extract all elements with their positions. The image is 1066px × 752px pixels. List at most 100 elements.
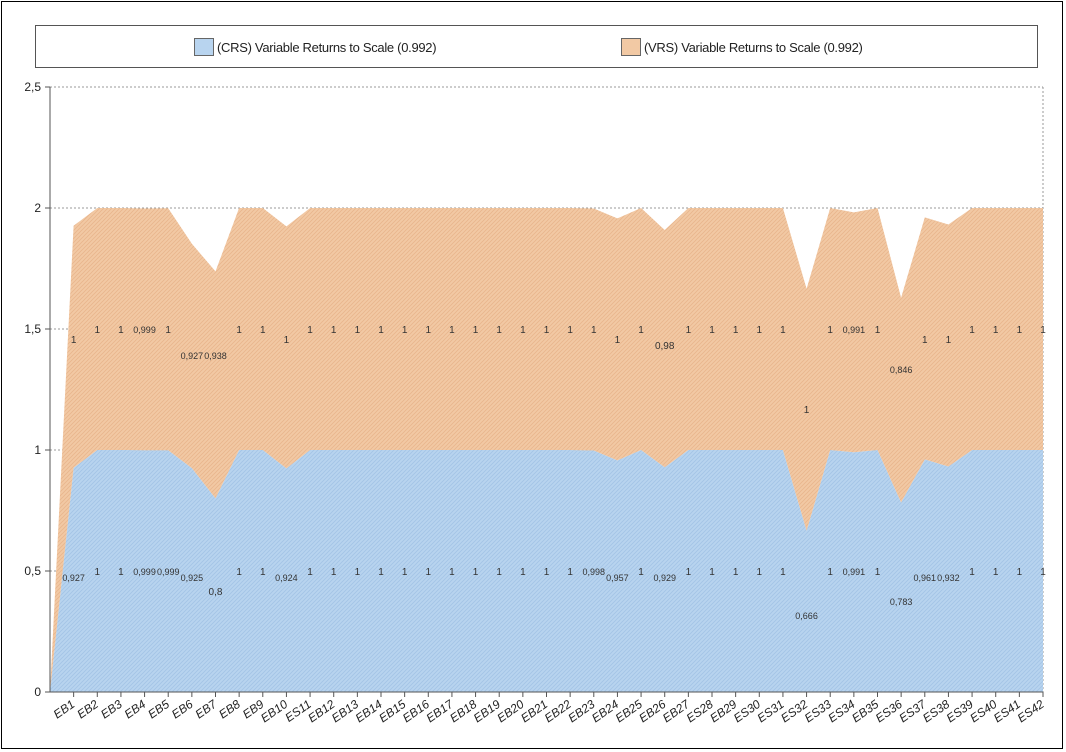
data-label-vrs: 1 [331, 325, 337, 336]
data-label-crs: 1 [473, 567, 479, 578]
data-label-vrs: 1 [307, 325, 313, 336]
data-label-crs: 0,999 [157, 567, 180, 577]
legend: (CRS) Variable Returns to Scale (0.992) … [35, 25, 1038, 68]
data-label-crs: 1 [260, 567, 266, 578]
data-label-vrs: 1 [378, 325, 384, 336]
y-tick-label: 1,5 [24, 322, 41, 336]
x-tick-label: EB8 [216, 697, 243, 722]
data-label-vrs: 0,927 [181, 351, 204, 361]
data-label-crs: 1 [780, 567, 786, 578]
data-label-crs: 0,991 [843, 567, 866, 577]
data-label-vrs: 1 [757, 325, 763, 336]
legend-label-vrs: (VRS) Variable Returns to Scale (0.992) [644, 39, 863, 55]
data-label-crs: 1 [1040, 567, 1046, 578]
x-tick-label: ES42 [1015, 697, 1047, 725]
y-tick-label: 1 [34, 443, 41, 457]
data-label-vrs: 1 [827, 325, 833, 336]
data-label-crs: 1 [520, 567, 526, 578]
data-label-crs: 1 [355, 567, 361, 578]
data-label-vrs: 1 [993, 325, 999, 336]
data-label-vrs: 1 [1017, 325, 1023, 336]
data-label-vrs: 1 [733, 325, 739, 336]
data-label-crs: 1 [426, 567, 432, 578]
legend-swatch-vrs [621, 38, 641, 56]
data-label-crs: 0,783 [890, 597, 913, 607]
data-label-crs: 0,927 [62, 573, 85, 583]
data-label-vrs: 1 [402, 325, 408, 336]
data-label-vrs: 1 [686, 325, 692, 336]
data-label-crs: 0,925 [181, 573, 204, 583]
x-tick-label: EB1 [51, 697, 78, 721]
data-label-vrs: 1 [638, 325, 644, 336]
data-label-vrs: 1 [804, 405, 810, 416]
data-label-crs: 1 [1017, 567, 1023, 578]
legend-label-crs: (CRS) Variable Returns to Scale (0.992) [217, 39, 437, 55]
data-label-vrs: 1 [118, 325, 124, 336]
x-tick-label: EB3 [98, 697, 125, 722]
y-tick-label: 2,5 [24, 80, 41, 94]
data-label-vrs: 1 [95, 325, 101, 336]
data-label-crs: 0,999 [133, 567, 156, 577]
data-label-vrs: 1 [165, 325, 171, 336]
data-label-crs: 0,957 [606, 573, 629, 583]
y-tick-label: 0 [34, 685, 41, 699]
legend-item-crs: (CRS) Variable Returns to Scale (0.992) [194, 37, 437, 57]
data-label-vrs: 0,98 [655, 341, 675, 352]
x-tick-label: EB7 [193, 696, 221, 721]
data-label-crs: 1 [544, 567, 550, 578]
data-label-vrs: 1 [355, 325, 361, 336]
data-label-crs: 1 [638, 567, 644, 578]
data-label-crs: 1 [875, 567, 881, 578]
data-label-crs: 1 [236, 567, 242, 578]
data-label-crs: 1 [709, 567, 715, 578]
data-label-crs: 1 [733, 567, 739, 578]
data-label-crs: 0,8 [209, 587, 223, 598]
data-label-vrs: 1 [567, 325, 573, 336]
area-crs [50, 450, 1043, 692]
data-label-crs: 1 [331, 567, 337, 578]
x-tick-label: EB5 [145, 697, 172, 722]
data-label-vrs: 0,991 [843, 325, 866, 335]
data-label-crs: 0,998 [583, 567, 606, 577]
data-label-crs: 1 [567, 567, 573, 578]
data-label-crs: 0,924 [275, 573, 298, 583]
data-label-crs: 1 [993, 567, 999, 578]
data-label-vrs: 1 [260, 325, 266, 336]
data-label-crs: 0,666 [795, 611, 818, 621]
data-label-vrs: 1 [709, 325, 715, 336]
legend-swatch-crs [194, 38, 214, 56]
data-label-vrs: 1 [591, 325, 597, 336]
legend-item-vrs: (VRS) Variable Returns to Scale (0.992) [621, 37, 863, 57]
data-label-crs: 1 [307, 567, 313, 578]
data-label-vrs: 1 [71, 335, 77, 346]
data-label-crs: 0,929 [653, 573, 676, 583]
x-tick-label: EB4 [122, 697, 149, 722]
data-label-crs: 0,932 [937, 573, 960, 583]
data-label-crs: 1 [449, 567, 455, 578]
y-tick-label: 2 [34, 201, 41, 215]
data-label-vrs: 1 [473, 325, 479, 336]
data-label-vrs: 1 [284, 335, 290, 346]
data-label-vrs: 1 [520, 325, 526, 336]
data-label-vrs: 1 [236, 325, 242, 336]
areas [50, 208, 1043, 692]
data-label-vrs: 0,846 [890, 365, 913, 375]
data-label-crs: 1 [95, 567, 101, 578]
data-label-crs: 1 [969, 567, 975, 578]
data-label-vrs: 1 [969, 325, 975, 336]
data-label-vrs: 1 [496, 325, 502, 336]
data-label-crs: 0,961 [914, 573, 937, 583]
data-label-crs: 1 [757, 567, 763, 578]
data-label-crs: 1 [402, 567, 408, 578]
y-tick-label: 0,5 [24, 564, 41, 578]
data-label-vrs: 1 [875, 325, 881, 336]
data-label-crs: 1 [118, 567, 124, 578]
data-label-vrs: 1 [946, 335, 952, 346]
data-label-vrs: 1 [426, 325, 432, 336]
data-label-vrs: 0,999 [133, 325, 156, 335]
data-label-vrs: 0,938 [204, 351, 227, 361]
data-label-vrs: 1 [449, 325, 455, 336]
data-label-vrs: 1 [615, 335, 621, 346]
data-label-vrs: 1 [922, 335, 928, 346]
